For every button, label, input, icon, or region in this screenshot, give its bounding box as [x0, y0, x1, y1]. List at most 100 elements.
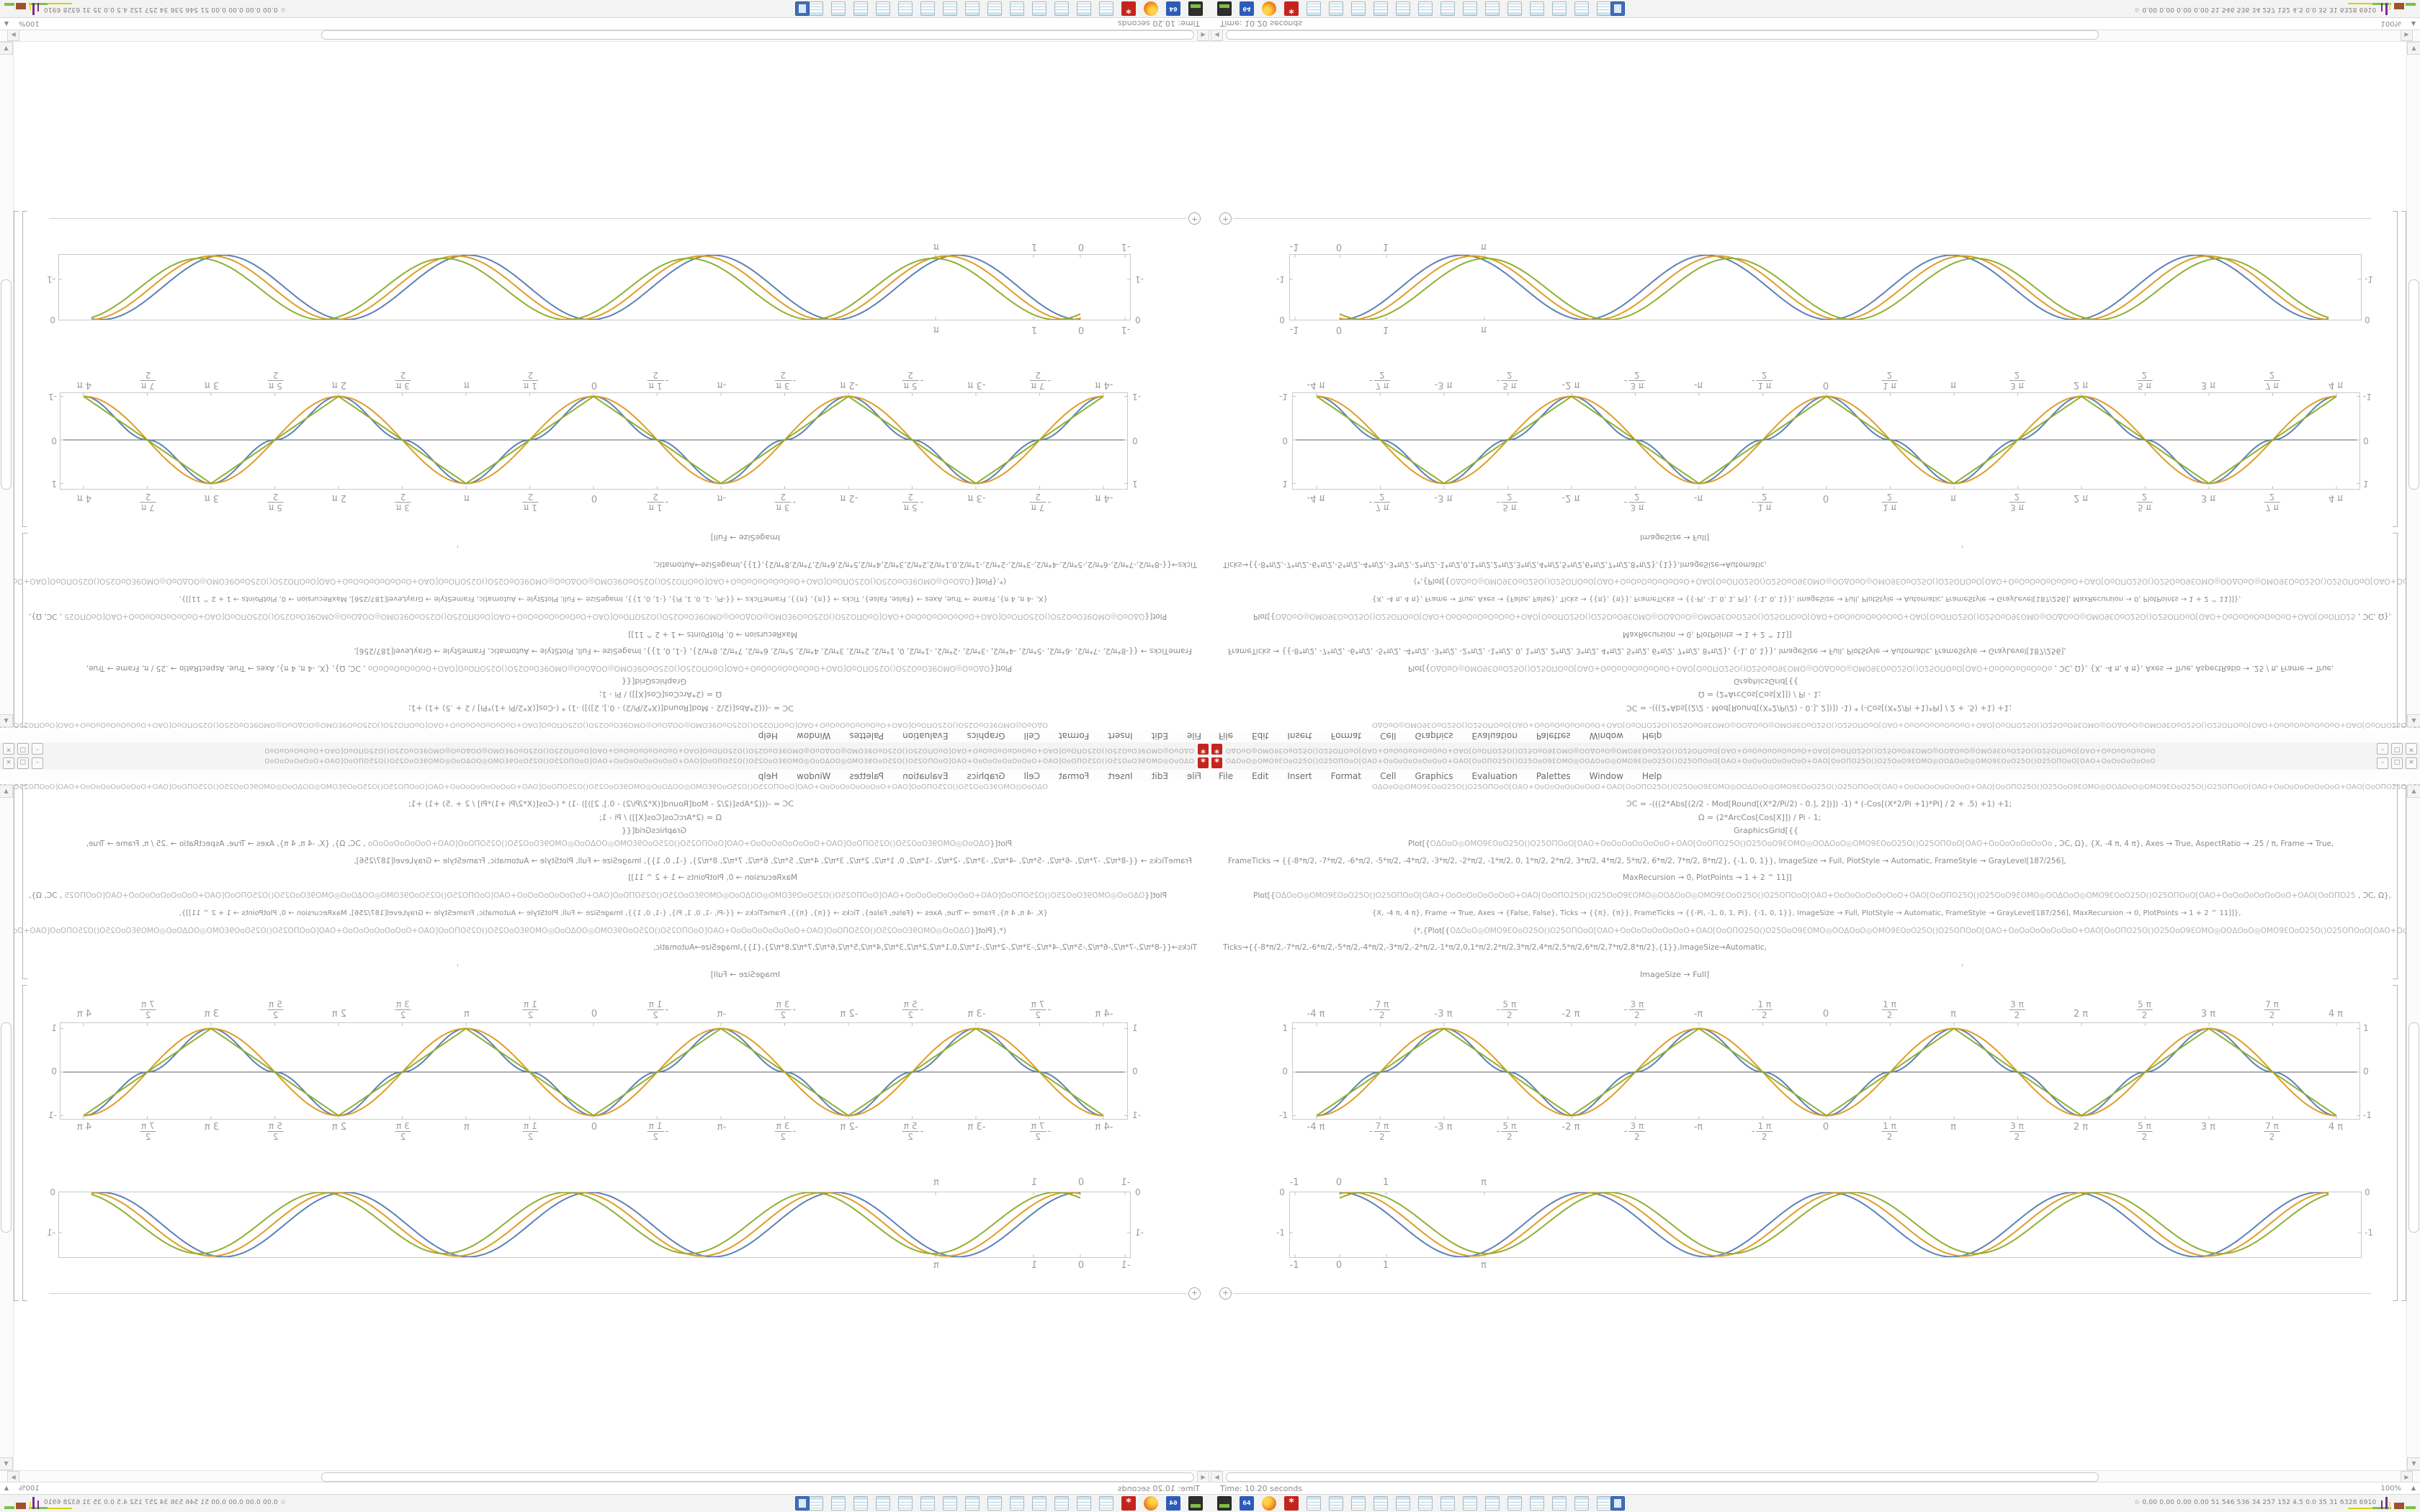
code-line[interactable]: ImageSize → Full]	[710, 970, 780, 979]
code-line[interactable]: Ω = (2*ArcCos[Cos[X]]) / Pi - 1;	[599, 690, 722, 699]
menu-item-cell[interactable]: Cell	[1380, 731, 1397, 742]
notepad-icon[interactable]	[965, 1496, 980, 1511]
notepad-icon[interactable]	[876, 1, 890, 16]
notepad-icon[interactable]	[1351, 1, 1366, 16]
scroll-down-button[interactable]: ▼	[0, 42, 13, 55]
minimize-button[interactable]: –	[2377, 757, 2388, 769]
terminal-drive-icon[interactable]	[1217, 1, 1232, 16]
code-line[interactable]: Plot[{ΟΔΟοΟ◎ΟΜΟ9ƐΟοΟ25Ο()Ο25ΟΠΟοΟ[ΟΑΟ+Οο…	[1408, 664, 2334, 672]
menu-item-evaluation[interactable]: Evaluation	[902, 731, 949, 742]
notepad-icon[interactable]	[1574, 1, 1589, 16]
menu-item-palettes[interactable]: Palettes	[849, 770, 884, 781]
cell-bracket-output[interactable]	[2393, 211, 2398, 527]
menu-item-cell[interactable]: Cell	[1023, 770, 1040, 781]
notepad-icon[interactable]	[1099, 1496, 1113, 1511]
menu-item-graphics[interactable]: Graphics	[1415, 731, 1453, 742]
menu-item-insert[interactable]: Insert	[1108, 731, 1133, 742]
cell-bracket-output[interactable]	[22, 211, 27, 527]
terminal-drive-icon[interactable]	[1188, 1, 1203, 16]
notepad-icon[interactable]	[1574, 1496, 1589, 1511]
code-line[interactable]: Ticks→{{-8*π/2,-7*π/2,-6*π/2,-5*π/2,-4*π…	[653, 943, 1197, 952]
code-line[interactable]: MaxRecursion → 0, PlotPoints → 1 + 2 ^ 1…	[628, 630, 797, 639]
notepad-icon[interactable]	[1307, 1496, 1321, 1511]
menu-item-graphics[interactable]: Graphics	[967, 770, 1005, 781]
code-line[interactable]: (*,{Plot[{ΟΔΟοΟ◎ΟΜΟ9ƐΟοΟ25Ο()Ο25ΟΠΟοΟ[ΟΑ…	[0, 927, 1006, 935]
code-line[interactable]: {X, -4 π, 4 π}, Frame → True, Axes → {Fa…	[179, 595, 1048, 603]
notepad-icon[interactable]	[1077, 1, 1091, 16]
vertical-scrollbar[interactable]: ▲ ▼	[2406, 42, 2420, 727]
menu-item-palettes[interactable]: Palettes	[849, 731, 884, 742]
menu-item-file[interactable]: File	[1219, 731, 1234, 742]
menu-item-cell[interactable]: Cell	[1380, 770, 1397, 781]
magnification-value[interactable]: 100%	[2380, 1485, 2401, 1493]
floppy-disk-icon[interactable]: 64	[1240, 1496, 1254, 1511]
scroll-up-button[interactable]: ▲	[2407, 785, 2420, 798]
notepad-icon[interactable]	[920, 1, 935, 16]
document-icon[interactable]	[1610, 1496, 1625, 1511]
scroll-right-button[interactable]: ▶	[2401, 1471, 2413, 1482]
menu-item-evaluation[interactable]: Evaluation	[1471, 770, 1518, 781]
code-line[interactable]: (*,{Plot[{ΟΔΟοΟ◎ΟΜΟ9ƐΟοΟ25Ο()Ο25ΟΠΟοΟ[ΟΑ…	[1414, 577, 2420, 585]
restore-button[interactable]: □	[2391, 757, 2403, 769]
magnification-value[interactable]: 100%	[19, 1485, 40, 1493]
code-line[interactable]: ΟΔΟοΟ◎ΟΜΟ9ƐΟοΟ25Ο()Ο25ΟΠΟοΟ[ΟΑΟ+ΟοΟοΟοΟο…	[1372, 783, 2420, 791]
code-line[interactable]: ƆC = -(((2*Abs[(2/2 - Mod[Round[(X*2/Pi/…	[408, 703, 794, 713]
code-line[interactable]: (*,{Plot[{ΟΔΟοΟ◎ΟΜΟ9ƐΟοΟ25Ο()Ο25ΟΠΟοΟ[ΟΑ…	[0, 577, 1006, 585]
window-titlebar[interactable]: * ΟΔΟοΟ◎ΟΜΟ9ƐΟοΟ25Ο()Ο25ΟΠΟοΟ[ΟΑΟ+ΟοΟοΟο…	[1210, 742, 2420, 756]
notepad-icon[interactable]	[1507, 1, 1522, 16]
notepad-icon[interactable]	[809, 1496, 823, 1511]
vertical-scroll-thumb[interactable]	[2408, 279, 2419, 490]
code-line[interactable]: GraphicsGrid[{{	[1734, 826, 1798, 835]
firefox-icon[interactable]	[1144, 1496, 1158, 1511]
menu-item-format[interactable]: Format	[1058, 770, 1090, 781]
menu-item-edit[interactable]: Edit	[1151, 770, 1168, 781]
notepad-icon[interactable]	[1418, 1, 1433, 16]
notepad-icon[interactable]	[898, 1496, 913, 1511]
scroll-left-button[interactable]: ◀	[1197, 1471, 1209, 1482]
cell-bracket-group[interactable]	[2401, 785, 2406, 1301]
notepad-icon[interactable]	[898, 1, 913, 16]
vertical-scroll-thumb[interactable]	[2408, 1022, 2419, 1233]
code-line[interactable]: ΟΔΟοΟ◎ΟΜΟ9ƐΟοΟ25Ο()Ο25ΟΠΟοΟ[ΟΑΟ+ΟοΟοΟοΟο…	[0, 721, 1048, 729]
scroll-left-button[interactable]: ◀	[1211, 1471, 1223, 1482]
menu-item-edit[interactable]: Edit	[1151, 731, 1168, 742]
menu-item-insert[interactable]: Insert	[1287, 770, 1312, 781]
notepad-icon[interactable]	[965, 1, 980, 16]
menu-item-format[interactable]: Format	[1058, 731, 1090, 742]
code-line[interactable]: MaxRecursion → 0, PlotPoints → 1 + 2 ^ 1…	[1623, 873, 1792, 882]
cell-bracket-group[interactable]	[14, 211, 19, 727]
notepad-icon[interactable]	[1396, 1, 1410, 16]
code-line[interactable]: ƆC = -(((2*Abs[(2/2 - Mod[Round[(X*2/Pi/…	[1626, 799, 2012, 809]
code-line[interactable]: Plot[{ΟΔΟοΟ◎ΟΜΟ9ƐΟοΟ25Ο()Ο25ΟΠΟοΟ[ΟΑΟ+Οο…	[28, 612, 1167, 621]
menu-item-insert[interactable]: Insert	[1108, 770, 1133, 781]
notepad-icon[interactable]	[1485, 1496, 1500, 1511]
code-line[interactable]: {X, -4 π, 4 π}, Frame → True, Axes → {Fa…	[1372, 909, 2241, 917]
window-titlebar[interactable]: * ΟΔΟοΟ◎ΟΜΟ9ƐΟοΟ25Ο()Ο25ΟΠΟοΟ[ΟΑΟ+ΟοΟοΟο…	[0, 756, 1210, 770]
scroll-left-button[interactable]: ◀	[1197, 30, 1209, 41]
code-line[interactable]: ƆC = -(((2*Abs[(2/2 - Mod[Round[(X*2/Pi/…	[408, 799, 794, 809]
menu-item-evaluation[interactable]: Evaluation	[1471, 731, 1518, 742]
notepad-icon[interactable]	[1329, 1496, 1343, 1511]
code-line[interactable]: Ticks→{{-8*π/2,-7*π/2,-6*π/2,-5*π/2,-4*π…	[653, 560, 1197, 569]
menu-item-palettes[interactable]: Palettes	[1536, 770, 1571, 781]
document-icon[interactable]	[795, 1, 810, 16]
mathematica-taskbar-icon[interactable]: *	[1284, 1, 1299, 16]
code-line[interactable]: ImageSize → Full]	[710, 533, 780, 542]
window-titlebar[interactable]: * ΟΔΟοΟ◎ΟΜΟ9ƐΟοΟ25Ο()Ο25ΟΠΟοΟ[ΟΑΟ+ΟοΟοΟο…	[0, 742, 1210, 756]
code-line[interactable]: Plot[{ΟΔΟοΟ◎ΟΜΟ9ƐΟοΟ25Ο()Ο25ΟΠΟοΟ[ΟΑΟ+Οο…	[1253, 891, 2392, 900]
cell-bracket-output[interactable]	[22, 985, 27, 1301]
notepad-icon[interactable]	[1307, 1, 1321, 16]
magnification-value[interactable]: 100%	[2380, 19, 2401, 27]
cell-bracket-group[interactable]	[14, 785, 19, 1301]
notepad-icon[interactable]	[987, 1496, 1002, 1511]
notepad-icon[interactable]	[831, 1496, 846, 1511]
code-line[interactable]: ,	[1961, 960, 1964, 968]
code-line[interactable]: ,	[1961, 544, 1964, 552]
notepad-icon[interactable]	[853, 1496, 868, 1511]
terminal-drive-icon[interactable]	[1188, 1496, 1203, 1511]
cell-bracket-input[interactable]	[2393, 533, 2398, 727]
restore-button[interactable]: □	[2391, 743, 2403, 755]
code-line[interactable]: Plot[{ΟΔΟοΟ◎ΟΜΟ9ƐΟοΟ25Ο()Ο25ΟΠΟοΟ[ΟΑΟ+Οο…	[28, 891, 1167, 900]
code-line[interactable]: MaxRecursion → 0, PlotPoints → 1 + 2 ^ 1…	[1623, 630, 1792, 639]
code-line[interactable]: ƆC = -(((2*Abs[(2/2 - Mod[Round[(X*2/Pi/…	[1626, 703, 2012, 713]
